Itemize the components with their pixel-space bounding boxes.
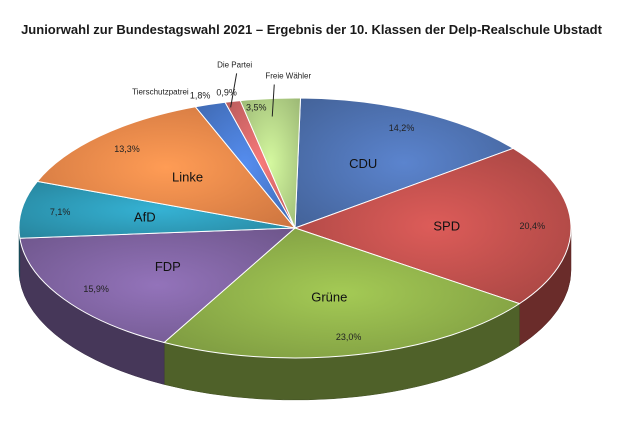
pie-slice-afd [18,180,296,239]
slice-name-gr-ne: Grüne [311,290,347,305]
pie-slice-gr-ne [163,227,521,359]
slice-value-die-partei: 0,9% [216,87,237,97]
slice-value-afd: 7,1% [50,207,71,217]
slice-value-fdp: 15,9% [83,284,109,294]
slice-value-linke: 13,3% [114,144,140,154]
slice-name-fdp: FDP [155,259,181,274]
pie-slice-linke [36,106,297,229]
slice-value-spd: 20,4% [520,221,546,231]
pie-slice-freie-w-hler [239,97,302,229]
pie-slice-fdp [19,227,297,344]
pie-labels: CDU 14,2% SPD 20,4% Grüne 23,0% FDP 15,9% AfD 7,1… [50,60,545,342]
slice-name-spd: SPD [433,219,460,234]
pie-slice-spd [293,147,572,305]
slice-name-freie-w-hler: Freie Wähler [265,72,311,81]
slice-name-die-partei: Die Partei [217,60,252,69]
slice-value-gr-ne: 23,0% [336,332,362,342]
pie-tops [18,97,572,359]
slice-value-freie-w-hler: 3,5% [246,103,267,113]
leader-line-die-partei [230,73,238,108]
leader-line-freie-w-hler [271,84,275,117]
chart-title: Juniorwahl zur Bundestagswahl 2021 – Erg… [21,22,602,37]
slice-name-linke: Linke [172,170,203,185]
slice-value-cdu: 14,2% [389,123,415,133]
slice-value-tierschutzpatrei: 1,8% [190,90,211,100]
pie-slice-cdu [294,97,515,229]
slice-name-tierschutzpatrei: Tierschutzpatrei [132,87,189,96]
slice-name-afd: AfD [134,210,156,225]
slice-name-cdu: CDU [349,156,377,171]
